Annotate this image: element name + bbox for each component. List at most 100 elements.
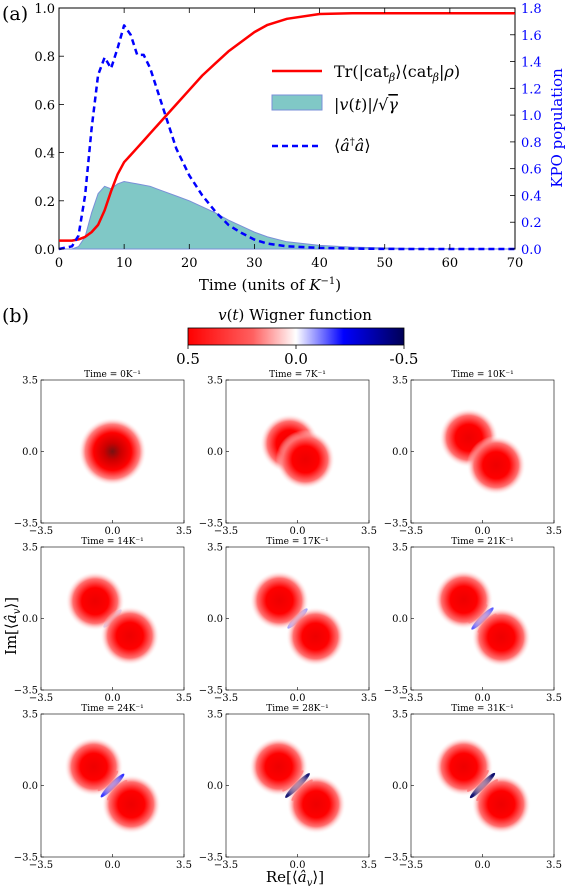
panel-title: Time = 0K⁻¹ xyxy=(84,370,141,380)
y-axis-right-ticks: 0.0 0.2 0.4 0.6 0.8 1.0 1.2 1.4 1.6 1.8 xyxy=(510,2,542,258)
panel-y-tick-label: 0.0 xyxy=(392,781,408,792)
panel-title: Time = 17K⁻¹ xyxy=(266,537,329,547)
panel-x-tick-label: −3.5 xyxy=(29,693,53,704)
lobe xyxy=(434,737,494,797)
panel-x-tick-label: 3.5 xyxy=(361,860,377,871)
panel-x-tick-label: 3.5 xyxy=(361,693,377,704)
legend-label-area: |v(t)|/√γ xyxy=(334,95,398,114)
colorbar-ticks: 0.5 0.0 -0.5 xyxy=(176,345,418,368)
colorbar-gradient xyxy=(187,327,405,346)
x-tick-label: 20 xyxy=(181,256,198,271)
x-tick-label: 10 xyxy=(116,256,133,271)
panel-title: Time = 24K⁻¹ xyxy=(81,704,144,714)
panel-title: Time = 10K⁻¹ xyxy=(451,370,514,380)
panel-y-tick-label: 3.5 xyxy=(392,376,408,387)
area-series xyxy=(59,180,516,250)
colorbar-tick-label: 0.0 xyxy=(284,350,308,368)
panel-y-tick-label: 0.0 xyxy=(392,614,408,625)
x-tick-label: 30 xyxy=(246,256,263,271)
x-tick-label: 70 xyxy=(507,256,524,271)
wigner-grid: Time = 0K⁻¹ −3.5 0.0 3.5 3.5 0.0 −3.5 Time = 7K… xyxy=(14,370,562,871)
x-tick-label: 50 xyxy=(376,256,393,271)
lobe xyxy=(78,417,147,486)
y-tick-label-right: 1.4 xyxy=(521,56,542,71)
panel-y-tick-label: 3.5 xyxy=(22,710,38,721)
panel-y-tick-label: 3.5 xyxy=(22,376,38,387)
panel-x-tick-label: 3.5 xyxy=(361,526,377,537)
lobe xyxy=(471,774,531,834)
y-tick-label-right: 1.0 xyxy=(521,109,542,124)
panel-y-tick-label: −3.5 xyxy=(199,853,223,864)
panel-x-tick-label: 0.0 xyxy=(105,860,121,871)
colorbar: v(t) Wigner function 0.5 0.0 -0.5 xyxy=(176,306,418,368)
panel-x-tick-label: 3.5 xyxy=(546,860,562,871)
panel-y-tick-label: 0.0 xyxy=(22,447,38,458)
y-tick-label-right: 0.8 xyxy=(521,136,542,151)
panel-x-tick-label: 0.0 xyxy=(290,860,306,871)
panel-y-tick-label: 3.5 xyxy=(392,710,408,721)
panel-y-tick-label: −3.5 xyxy=(384,519,408,530)
panel-y-tick-label: 3.5 xyxy=(207,376,223,387)
y-axis-right-label: KPO population xyxy=(548,68,566,188)
panel-y-tick-label: 0.0 xyxy=(207,781,223,792)
wigner-panel: Time = 28K⁻¹ −3.5 0.0 3.5 3.5 0.0 −3.5 xyxy=(199,704,377,871)
colorbar-tick-label: -0.5 xyxy=(390,350,419,368)
lobe xyxy=(286,774,346,834)
wigner-panel: Time = 17K⁻¹ −3.5 0.0 3.5 3.5 0.0 −3.5 xyxy=(199,537,377,704)
panel-x-tick-label: −3.5 xyxy=(399,860,423,871)
wigner-panel: Time = 31K⁻¹ −3.5 0.0 3.5 3.5 0.0 −3.5 xyxy=(384,704,562,871)
panel-x-tick-label: 0.0 xyxy=(105,526,121,537)
y-tick-label-right: 1.2 xyxy=(521,82,542,97)
panel-y-tick-label: −3.5 xyxy=(14,853,38,864)
lobe xyxy=(101,774,161,834)
lobe xyxy=(100,606,160,666)
panel-y-tick-label: 3.5 xyxy=(22,543,38,554)
panel-b-label: (b) xyxy=(2,305,29,327)
wigner-panel: Time = 21K⁻¹ −3.5 0.0 3.5 3.5 0.0 −3.5 xyxy=(384,537,562,704)
panel-x-tick-label: −3.5 xyxy=(214,526,238,537)
population-chart: 0 10 20 30 40 50 60 70 0.00.20.40.60.81.0 0.00.… xyxy=(34,2,566,294)
panel-x-tick-label: 0.0 xyxy=(475,860,491,871)
x-tick-label: 0 xyxy=(55,256,63,271)
y-tick-label-left: 0.0 xyxy=(34,243,55,258)
panel-x-tick-label: 0.0 xyxy=(475,526,491,537)
panel-x-tick-label: −3.5 xyxy=(399,526,423,537)
y-tick-label-left: 0.2 xyxy=(34,195,55,210)
y-tick-label-left: 0.4 xyxy=(34,147,55,162)
panel-x-tick-label: 0.0 xyxy=(290,526,306,537)
x-tick-label: 60 xyxy=(442,256,459,271)
y-axis-left-ticks: 0.0 0.2 0.4 0.6 0.8 1.0 xyxy=(34,2,64,258)
panel-y-tick-label: 0.0 xyxy=(22,614,38,625)
y-tick-label-right: 0.0 xyxy=(521,243,542,258)
panel-title: Time = 31K⁻¹ xyxy=(451,704,514,714)
series-area-vt xyxy=(59,180,516,250)
panel-y-tick-label: −3.5 xyxy=(384,853,408,864)
y-tick-label-right: 0.4 xyxy=(521,189,542,204)
x-axis-label: Time (units of K−1) xyxy=(199,276,341,294)
legend-label-population: ⟨â†â⟩ xyxy=(334,136,371,155)
panel-x-tick-label: 0.0 xyxy=(290,693,306,704)
x-tick-label: 40 xyxy=(311,256,328,271)
wigner-panel: Time = 24K⁻¹ −3.5 0.0 3.5 3.5 0.0 −3.5 xyxy=(14,704,192,871)
heatmap-y-label: Im[⟨âv⟩] xyxy=(2,597,23,655)
panel-a-label: (a) xyxy=(2,3,28,25)
panel-title: Time = 7K⁻¹ xyxy=(269,370,326,380)
colorbar-tick-label: 0.5 xyxy=(176,350,200,368)
series-line-trace xyxy=(59,12,515,242)
panel-x-tick-label: −3.5 xyxy=(29,860,53,871)
panel-y-tick-label: 3.5 xyxy=(207,543,223,554)
lobe xyxy=(471,607,531,667)
panel-y-tick-label: 0.0 xyxy=(392,447,408,458)
series-line-population xyxy=(58,24,515,251)
panel-y-tick-label: 3.5 xyxy=(207,710,223,721)
panel-x-tick-label: 0.0 xyxy=(105,693,121,704)
y-tick-label-right: 1.6 xyxy=(521,29,542,44)
wigner-panel: Time = 10K⁻¹ −3.5 0.0 3.5 3.5 0.0 −3.5 xyxy=(384,370,562,537)
wigner-panel: Time = 0K⁻¹ −3.5 0.0 3.5 3.5 0.0 −3.5 xyxy=(14,370,192,537)
panel-x-tick-label: 3.5 xyxy=(176,693,192,704)
panel-x-tick-label: −3.5 xyxy=(29,526,53,537)
lobe xyxy=(249,570,310,631)
line-series xyxy=(58,12,515,251)
panel-x-tick-label: −3.5 xyxy=(399,693,423,704)
y-tick-label-left: 1.0 xyxy=(34,2,55,17)
